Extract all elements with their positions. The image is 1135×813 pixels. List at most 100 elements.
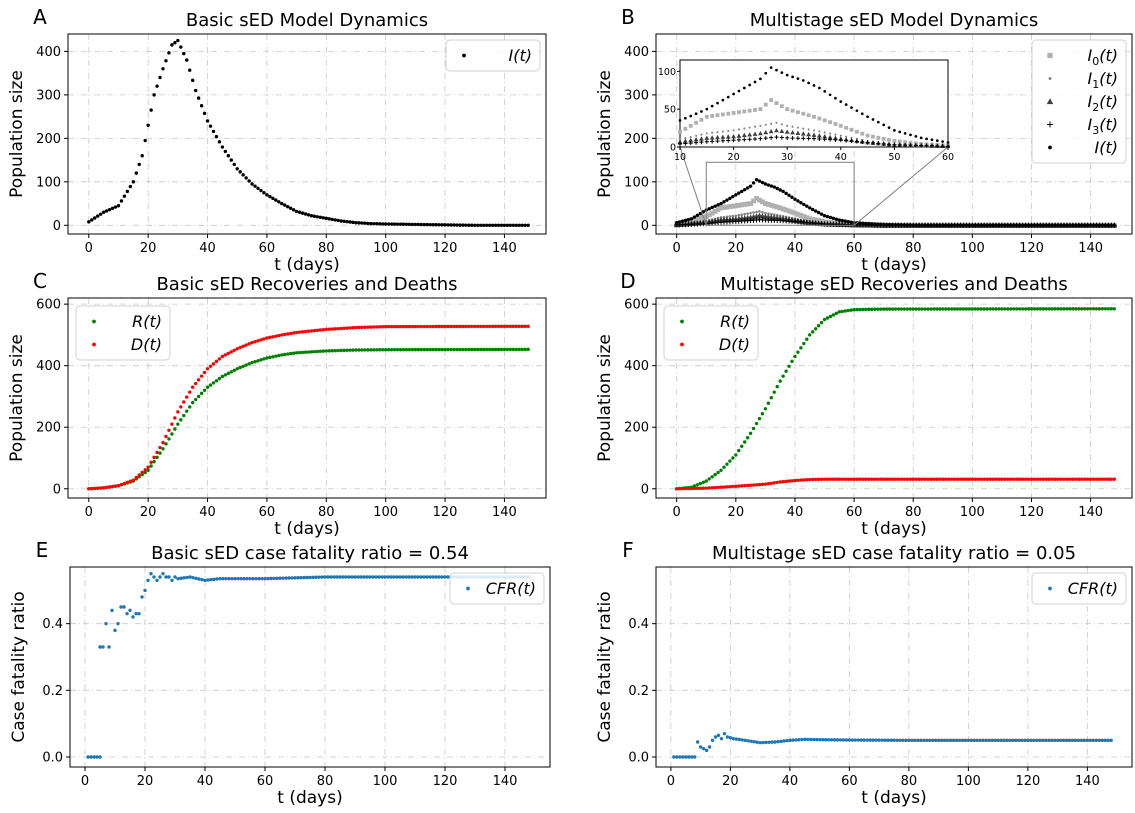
data-point <box>422 347 426 352</box>
data-point <box>763 182 768 186</box>
data-point <box>704 486 708 490</box>
data-point <box>363 221 367 225</box>
data-point <box>324 349 328 353</box>
data-point <box>455 324 459 329</box>
data-point <box>113 628 117 633</box>
data-point <box>416 222 421 227</box>
data-point <box>740 484 744 488</box>
inset-data-point <box>694 112 698 116</box>
data-point <box>813 477 818 482</box>
y-axis-label: Case fatality ratio <box>595 591 615 742</box>
data-point <box>410 575 414 579</box>
data-point <box>961 223 966 228</box>
inset-data-point <box>806 113 811 118</box>
data-point <box>932 477 936 481</box>
data-point <box>748 483 753 487</box>
data-point <box>128 608 132 613</box>
data-point <box>362 575 366 579</box>
inset-data-point <box>786 124 789 127</box>
inset-data-point <box>748 126 751 129</box>
data-point <box>511 324 516 329</box>
data-point <box>840 218 844 223</box>
data-point <box>740 189 744 194</box>
data-point <box>731 736 736 741</box>
data-point <box>416 347 421 352</box>
data-point <box>1012 307 1016 311</box>
legend: CFR(t) <box>1031 572 1127 605</box>
data-point <box>902 477 907 481</box>
panel-letter: E <box>36 538 49 562</box>
data-point <box>274 334 278 338</box>
data-point <box>323 575 327 579</box>
data-point <box>416 575 420 579</box>
data-point <box>389 222 394 226</box>
data-point <box>104 209 109 213</box>
inset-data-point <box>684 116 687 120</box>
data-point <box>193 88 198 93</box>
data-point <box>493 324 498 329</box>
data-point <box>878 477 883 481</box>
data-point <box>760 180 765 185</box>
x-tick-label: 100 <box>373 774 398 789</box>
data-point <box>164 434 168 439</box>
data-point <box>1023 307 1028 311</box>
data-point <box>991 477 995 481</box>
legend-label: D(t) <box>719 335 750 354</box>
data-point <box>398 347 403 352</box>
data-point <box>822 477 827 481</box>
data-point <box>496 347 501 352</box>
axes-frame <box>67 297 547 499</box>
inset-data-point <box>720 112 725 117</box>
data-point <box>748 431 753 436</box>
data-point <box>315 349 320 354</box>
data-point <box>452 347 456 352</box>
data-point <box>701 486 706 490</box>
inset-data-point <box>694 140 699 145</box>
panel-b: 0 20 40 60 80 100 120 1400100200300400Multistag… <box>595 5 1133 275</box>
inset-data-point <box>741 132 747 138</box>
data-point <box>110 608 114 613</box>
data-point <box>375 325 379 329</box>
data-point <box>511 347 516 352</box>
data-point <box>235 347 239 351</box>
data-point <box>1050 223 1054 228</box>
data-point <box>229 370 233 374</box>
data-point <box>1080 477 1084 481</box>
x-tick-label: 0 <box>673 505 681 520</box>
data-point <box>672 755 676 759</box>
legend-box <box>1031 39 1127 164</box>
data-point <box>467 347 471 352</box>
inset-data-point <box>882 123 886 127</box>
inset-data-point <box>758 107 763 112</box>
data-point <box>470 324 474 329</box>
data-point <box>155 450 159 455</box>
data-point <box>1097 223 1102 228</box>
data-point <box>808 333 812 337</box>
data-point <box>413 575 417 579</box>
data-point <box>265 336 269 340</box>
data-point <box>434 223 438 227</box>
inset-data-point <box>759 77 762 81</box>
data-point <box>446 223 450 227</box>
data-point <box>277 200 281 204</box>
data-point <box>208 124 213 128</box>
data-point <box>822 214 827 218</box>
data-point <box>217 376 222 381</box>
data-point <box>182 400 186 404</box>
legend: R(t)D(t) <box>663 305 759 361</box>
data-point <box>1056 223 1060 228</box>
data-point <box>1003 307 1007 311</box>
data-point <box>979 307 983 311</box>
legend-marker <box>466 586 470 591</box>
x-tick-label: 140 <box>1075 774 1100 789</box>
data-point <box>1053 477 1057 481</box>
data-point <box>395 575 399 579</box>
inset-data-point <box>860 131 865 136</box>
data-point <box>300 211 305 215</box>
data-point <box>987 738 991 743</box>
inset-data-point <box>704 114 709 119</box>
data-point <box>737 191 741 195</box>
data-point <box>1085 307 1090 311</box>
